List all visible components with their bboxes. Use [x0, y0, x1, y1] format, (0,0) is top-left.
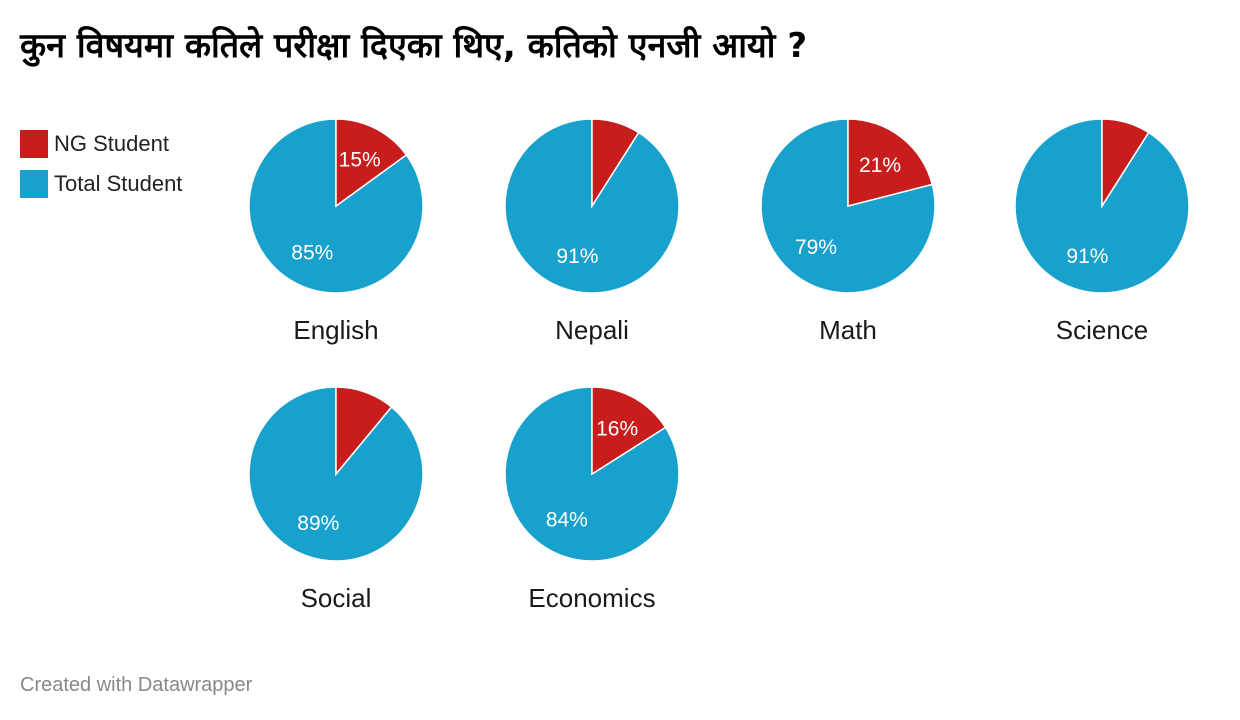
data-label-ng-student-economics: 16%: [596, 417, 638, 440]
legend-item-total-student: Total Student: [20, 170, 182, 198]
pie-label-english: English: [293, 315, 378, 345]
pie-slice-total-student-social: [248, 386, 424, 562]
legend-label-total-student: Total Student: [54, 171, 183, 196]
pie-nepali: 91% Nepali: [504, 118, 680, 345]
data-label-total-student-nepali: 91%: [556, 245, 598, 268]
legend-label-ng-student: NG Student: [54, 131, 169, 156]
pie-label-economics: Economics: [528, 583, 655, 613]
pie-slice-ng-student-math: [847, 118, 934, 207]
pie-slice-ng-student-social: [335, 386, 393, 477]
legend-swatch-total-student: [20, 170, 48, 198]
data-label-ng-student-math: 21%: [859, 154, 901, 177]
pie-slice-total-student-math: [760, 118, 936, 294]
data-label-total-student-english: 85%: [291, 242, 333, 265]
pie-slice-total-student-english: [248, 118, 424, 294]
pie-slice-ng-student-economics: [591, 386, 667, 476]
legend: NG Student Total Student: [20, 130, 182, 210]
pie-science: 91% Science: [1014, 118, 1190, 345]
chart-title: कुन विषयमा कतिले परीक्षा दिएका थिए, कतिक…: [20, 26, 808, 66]
pie-slice-ng-student-nepali: [591, 118, 640, 209]
legend-item-ng-student: NG Student: [20, 130, 182, 158]
data-label-total-student-social: 89%: [297, 512, 339, 535]
legend-swatch-ng-student: [20, 130, 48, 158]
pie-label-science: Science: [1056, 315, 1149, 345]
data-label-ng-student-english: 15%: [339, 148, 381, 171]
pie-slice-ng-student-english: [335, 118, 408, 208]
pie-math: 21% 79% Math: [760, 118, 936, 345]
data-label-total-student-science: 91%: [1066, 245, 1108, 268]
pie-slice-ng-student-science: [1101, 118, 1150, 209]
pie-english: 15% 85% English: [248, 118, 424, 345]
data-label-total-student-economics: 84%: [546, 509, 588, 532]
pie-label-social: Social: [301, 583, 372, 613]
pie-economics: 16% 84% Economics: [504, 386, 680, 613]
pie-social: 89% Social: [248, 386, 424, 613]
pie-label-nepali: Nepali: [555, 315, 629, 345]
footer-credit: Created with Datawrapper: [20, 674, 253, 696]
pie-label-math: Math: [819, 315, 877, 345]
data-label-total-student-math: 79%: [795, 236, 837, 259]
